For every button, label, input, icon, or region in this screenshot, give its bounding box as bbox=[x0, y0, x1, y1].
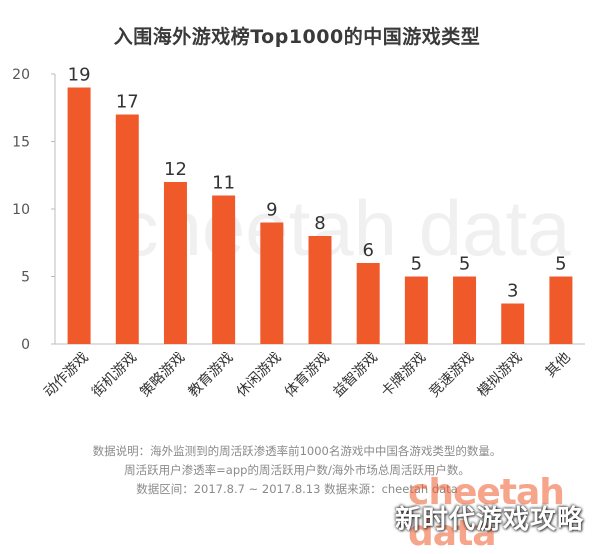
y-tick-label: 15 bbox=[12, 135, 30, 151]
footnote-line-1: 数据说明：海外监测到的周活跃渗透率前1000名游戏中中国各游戏类型的数量。 bbox=[92, 444, 502, 458]
x-axis-labels: 动作游戏街机游戏策略游戏教育游戏休闲游戏体育游戏益智游戏卡牌游戏竞速游戏模拟游戏… bbox=[41, 349, 574, 401]
bar-value-label: 17 bbox=[116, 92, 139, 113]
bar bbox=[453, 276, 477, 344]
bar bbox=[308, 236, 332, 344]
bar-value-label: 3 bbox=[507, 281, 518, 302]
overlay-caption: 新时代游戏攻略 bbox=[394, 505, 584, 535]
bar-value-label: 11 bbox=[212, 173, 235, 194]
x-tick-label: 动作游戏 bbox=[41, 350, 92, 401]
bar bbox=[549, 276, 573, 344]
bars bbox=[67, 87, 573, 344]
bar-value-labels: 19 17 12 11 9 8 6 5 5 3 5 bbox=[68, 65, 567, 302]
bar bbox=[501, 303, 525, 344]
y-tick-label: 20 bbox=[12, 67, 30, 83]
x-tick-label: 策略游戏 bbox=[137, 349, 189, 401]
bar-value-label: 9 bbox=[266, 200, 277, 221]
x-tick-label: 益智游戏 bbox=[330, 350, 381, 401]
y-axis-ticks: 0 5 10 15 20 bbox=[12, 67, 55, 353]
bar bbox=[212, 195, 236, 344]
chart-title: 入围海外游戏榜Top1000的中国游戏类型 bbox=[113, 26, 481, 48]
x-tick-label: 教育游戏 bbox=[186, 350, 237, 401]
bar-value-label: 8 bbox=[314, 213, 325, 234]
bar bbox=[115, 114, 139, 344]
y-tick-label: 5 bbox=[21, 270, 30, 286]
bar bbox=[404, 276, 428, 344]
bar-value-label: 5 bbox=[459, 254, 470, 275]
bar-value-label: 12 bbox=[164, 159, 187, 180]
x-tick-label: 街机游戏 bbox=[89, 350, 140, 401]
x-tick-label: 体育游戏 bbox=[282, 350, 333, 401]
bar-value-label: 5 bbox=[411, 254, 422, 275]
watermark-text: cheetah data bbox=[119, 184, 571, 272]
x-tick-label: 竞速游戏 bbox=[426, 349, 478, 401]
bar-value-label: 6 bbox=[362, 240, 373, 261]
x-tick-label: 模拟游戏 bbox=[475, 350, 526, 401]
bar bbox=[356, 263, 380, 344]
bar bbox=[163, 182, 187, 344]
footnote-line-3: 数据区间：2017.8.7 ~ 2017.8.13 数据来源：cheetah d… bbox=[136, 482, 458, 496]
bar-value-label: 19 bbox=[68, 65, 91, 86]
x-tick-label: 其他 bbox=[543, 350, 574, 381]
x-tick-label: 休闲游戏 bbox=[234, 350, 285, 401]
bar-value-label: 5 bbox=[555, 254, 566, 275]
bar bbox=[67, 87, 91, 344]
y-tick-label: 10 bbox=[12, 202, 30, 218]
footnote-line-2: 周活跃用户渗透率=app的周活跃用户数/海外市场总周活跃用户数。 bbox=[124, 463, 470, 477]
bar bbox=[260, 222, 284, 344]
y-tick-label: 0 bbox=[21, 337, 30, 353]
x-tick-label: 卡牌游戏 bbox=[378, 349, 430, 401]
y-axis: 0 5 10 15 20 bbox=[12, 67, 56, 353]
footnotes: 数据说明：海外监测到的周活跃渗透率前1000名游戏中中国各游戏类型的数量。 周活… bbox=[0, 442, 594, 499]
